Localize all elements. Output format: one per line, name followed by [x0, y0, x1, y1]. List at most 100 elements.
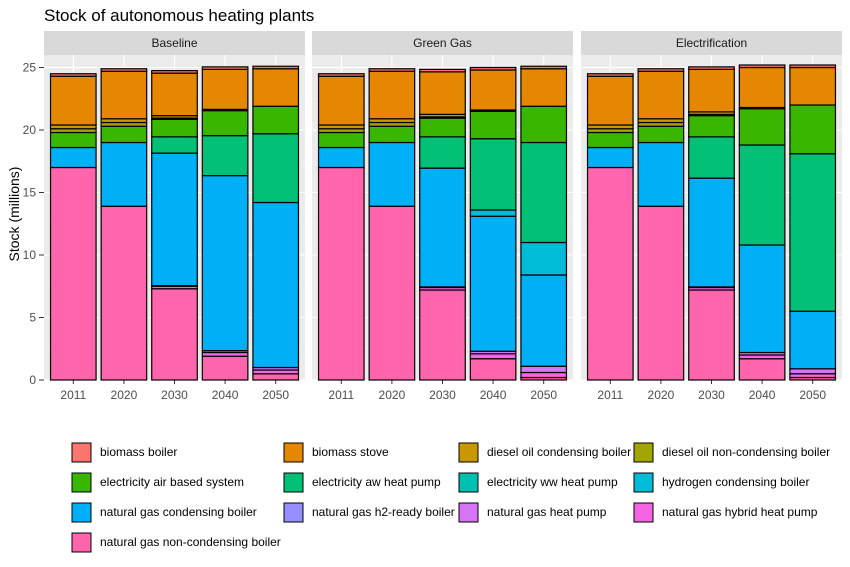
- legend-label: electricity air based system: [100, 475, 244, 489]
- bar-segment-electricity-air-based-system: [789, 104, 837, 155]
- legend-label: natural gas condensing boiler: [100, 505, 257, 519]
- bar-segment-electricity-aw-heat-pump: [469, 138, 517, 211]
- bar-segment-natural-gas-condensing-boiler: [738, 244, 786, 354]
- bar-segment-natural-gas-non-condensing-boiler: [637, 205, 685, 381]
- bar-segment-natural-gas-condensing-boiler: [49, 146, 97, 169]
- bar-segment-electricity-air-based-system: [252, 105, 300, 135]
- y-tick-label: 5: [29, 311, 36, 325]
- bar-segment-electricity-air-based-system: [368, 125, 416, 144]
- legend-item-natural-gas-condensing-boiler: natural gas condensing boiler: [71, 502, 257, 523]
- bar-segment-electricity-air-based-system: [520, 105, 568, 144]
- bar-segment-biomass-stove: [469, 69, 517, 111]
- x-tick-label: 2040: [212, 388, 239, 402]
- panel-electrification: Electrification 2011 2020 2030 2040 2050: [581, 31, 842, 402]
- bar-segment-natural-gas-condensing-boiler: [520, 274, 568, 367]
- legend-item-electricity-aw-heat-pump: electricity aw heat pump: [283, 472, 441, 493]
- bar-segment-biomass-stove: [586, 75, 634, 126]
- legend-item-electricity-ww-heat-pump: electricity ww heat pump: [458, 472, 618, 493]
- x-tick-label: 2020: [648, 388, 675, 402]
- bar-segment-hydrogen-condensing-boiler: [520, 241, 568, 276]
- bar-segment-biomass-boiler: [520, 65, 568, 70]
- legend-label: diesel oil non-condensing boiler: [662, 445, 830, 459]
- legend: biomass boiler biomass stove diesel oil co…: [71, 442, 830, 553]
- legend-label: diesel oil condensing boiler: [487, 445, 631, 459]
- bar-segment-biomass-boiler: [586, 73, 634, 77]
- x-tick-label: 2030: [698, 388, 725, 402]
- legend-item-diesel-oil-condensing-boiler: diesel oil condensing boiler: [458, 442, 631, 463]
- bar-segment-natural-gas-non-condensing-boiler: [469, 358, 517, 381]
- bar-segment-natural-gas-heat-pump: [520, 365, 568, 374]
- legend-item-diesel-oil-non-condensing-boiler: diesel oil non-condensing boiler: [633, 442, 830, 463]
- y-tick-label: 0: [29, 373, 36, 387]
- legend-swatch: [71, 532, 92, 553]
- x-tick-label: 2020: [379, 388, 406, 402]
- bar-segment-biomass-stove: [419, 71, 466, 115]
- legend-swatch: [458, 442, 479, 463]
- bar-segment-natural-gas-hybrid-heat-pump: [469, 353, 517, 360]
- bar-segment-biomass-stove: [789, 66, 837, 106]
- x-tick-label: 2030: [161, 388, 188, 402]
- chart-title: Stock of autonomous heating plants: [44, 6, 314, 25]
- legend-item-natural-gas-hybrid-heat-pump: natural gas hybrid heat pump: [633, 502, 818, 523]
- x-tick-label: 2040: [480, 388, 507, 402]
- legend-label: natural gas hybrid heat pump: [662, 505, 818, 519]
- bar-segment-natural-gas-condensing-boiler: [789, 310, 837, 370]
- legend-swatch: [458, 472, 479, 493]
- bar-segment-natural-gas-non-condensing-boiler: [100, 205, 148, 381]
- bar-segment-natural-gas-non-condensing-boiler: [49, 166, 97, 381]
- bar-segment-biomass-stove: [252, 68, 300, 107]
- legend-swatch: [633, 502, 654, 523]
- legend-swatch: [633, 442, 654, 463]
- legend-label: natural gas h2-ready boiler: [312, 505, 455, 519]
- bar-segment-electricity-air-based-system: [637, 125, 685, 144]
- bar-segment-natural-gas-non-condensing-boiler: [586, 166, 634, 381]
- bar-segment-biomass-boiler: [688, 66, 735, 70]
- y-tick-label: 20: [23, 123, 37, 137]
- bar-segment-natural-gas-non-condensing-boiler: [738, 358, 786, 381]
- bar-segment-natural-gas-condensing-boiler: [368, 141, 416, 207]
- x-tick-label: 2020: [111, 388, 138, 402]
- bar-segment-hydrogen-condensing-boiler: [469, 209, 517, 217]
- bar-segment-biomass-boiler: [252, 65, 300, 70]
- legend-label: natural gas non-condensing boiler: [100, 535, 281, 549]
- bar-segment-natural-gas-non-condensing-boiler: [151, 288, 198, 381]
- bar-segment-electricity-aw-heat-pump: [252, 133, 300, 204]
- facet-strip: [581, 31, 842, 55]
- bar-segment-biomass-boiler: [738, 64, 786, 69]
- bar-segment-natural-gas-condensing-boiler: [637, 141, 685, 207]
- bar-segment-natural-gas-non-condensing-boiler: [419, 289, 466, 381]
- y-tick-label: 15: [23, 186, 37, 200]
- bar-segment-electricity-air-based-system: [469, 110, 517, 140]
- bar-segment-electricity-air-based-system: [738, 108, 786, 146]
- bar-segment-electricity-aw-heat-pump: [151, 136, 198, 154]
- bar-segment-natural-gas-non-condensing-boiler: [252, 373, 300, 381]
- bar-segment-natural-gas-condensing-boiler: [688, 177, 735, 288]
- x-tick-label: 2030: [429, 388, 456, 402]
- x-tick-label: 2011: [60, 388, 86, 402]
- legend-swatch: [633, 472, 654, 493]
- legend-swatch: [283, 442, 304, 463]
- bar-segment-electricity-air-based-system: [201, 110, 249, 137]
- x-tick-label: 2040: [749, 388, 776, 402]
- bar-segment-biomass-stove: [738, 66, 786, 109]
- legend-swatch: [71, 472, 92, 493]
- bar-segment-natural-gas-condensing-boiler: [469, 215, 517, 352]
- bar-segment-natural-gas-condensing-boiler: [586, 146, 634, 169]
- bar-segment-biomass-boiler: [317, 73, 365, 77]
- facet-strip: [44, 31, 305, 55]
- legend-swatch: [458, 502, 479, 523]
- bar-segment-biomass-stove: [100, 70, 148, 120]
- bar-segment-biomass-boiler: [100, 68, 148, 72]
- bar-segment-biomass-stove: [688, 68, 735, 113]
- x-tick-label: 2011: [328, 388, 354, 402]
- bar-segment-natural-gas-condensing-boiler: [317, 146, 365, 169]
- x-tick-label: 2050: [799, 388, 826, 402]
- bar-segment-biomass-stove: [151, 72, 198, 117]
- y-tick-label: 25: [23, 61, 37, 75]
- bar-segment-biomass-boiler: [637, 68, 685, 72]
- bar-segment-electricity-air-based-system: [586, 131, 634, 149]
- y-axis-label: Stock (millions): [6, 167, 22, 262]
- legend-swatch: [71, 502, 92, 523]
- bar-segment-natural-gas-condensing-boiler: [419, 167, 466, 288]
